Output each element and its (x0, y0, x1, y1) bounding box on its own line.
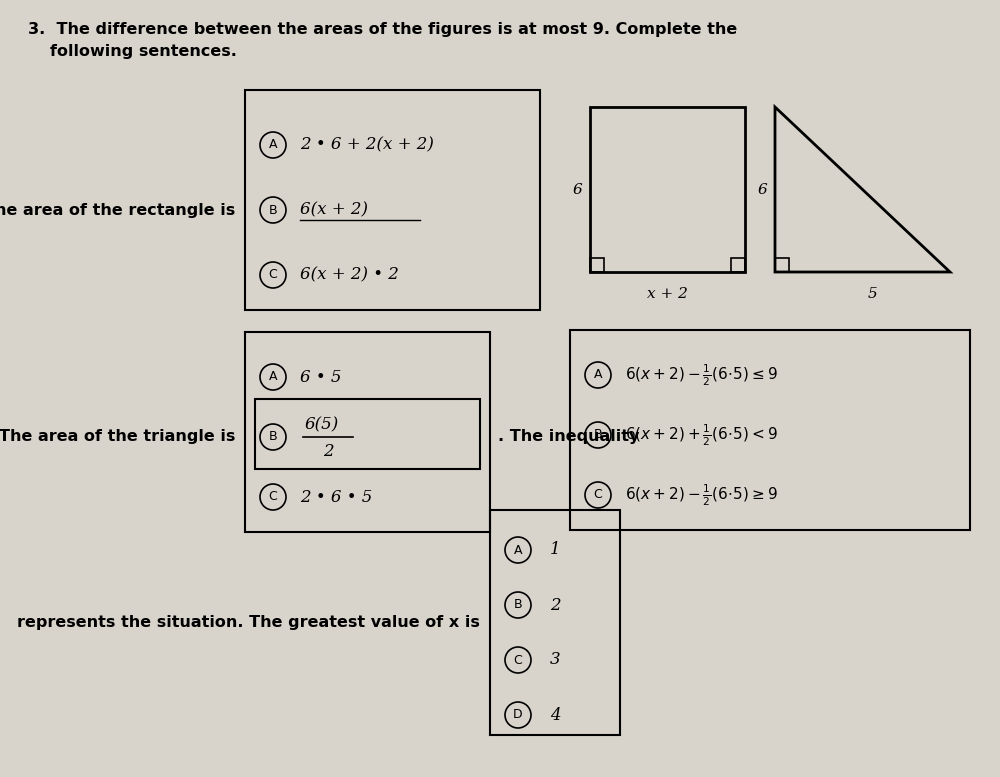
Text: $6(x+2)+\frac{1}{2}(6\!\cdot\!5)<9$: $6(x+2)+\frac{1}{2}(6\!\cdot\!5)<9$ (625, 422, 778, 448)
Text: C: C (269, 490, 277, 503)
Text: . The inequality: . The inequality (498, 430, 639, 444)
Text: C: C (514, 653, 522, 667)
Text: 3.  The difference between the areas of the figures is at most 9. Complete the: 3. The difference between the areas of t… (28, 22, 737, 37)
Text: 3: 3 (550, 651, 561, 668)
Bar (490, 510, 620, 735)
Text: B: B (514, 598, 522, 611)
Text: 2: 2 (323, 442, 333, 459)
Text: $6(x+2)-\frac{1}{2}(6\!\cdot\!5)\geq 9$: $6(x+2)-\frac{1}{2}(6\!\cdot\!5)\geq 9$ (625, 483, 778, 508)
Text: The area of the triangle is: The area of the triangle is (0, 430, 235, 444)
Text: 6(x + 2) • 2: 6(x + 2) • 2 (300, 267, 399, 284)
Bar (775, 258, 789, 272)
Text: The area of the rectangle is: The area of the rectangle is (0, 203, 235, 218)
Text: 4: 4 (550, 706, 561, 723)
Text: 6(x + 2): 6(x + 2) (300, 201, 368, 218)
Text: A: A (269, 138, 277, 152)
Text: 2 • 6 + 2(x + 2): 2 • 6 + 2(x + 2) (300, 137, 434, 154)
Bar (731, 258, 745, 272)
Text: 2 • 6 • 5: 2 • 6 • 5 (300, 489, 372, 506)
Text: 6(5): 6(5) (305, 416, 339, 434)
Text: B: B (594, 428, 602, 441)
Text: $6(x+2)-\frac{1}{2}(6\!\cdot\!5)\leq 9$: $6(x+2)-\frac{1}{2}(6\!\cdot\!5)\leq 9$ (625, 362, 778, 388)
Bar (590, 107, 745, 272)
Text: A: A (514, 543, 522, 556)
Text: D: D (513, 709, 523, 722)
Text: represents the situation. The greatest value of x is: represents the situation. The greatest v… (17, 615, 480, 630)
Text: following sentences.: following sentences. (50, 44, 237, 59)
Bar (245, 332, 490, 532)
Text: 1: 1 (550, 542, 561, 559)
Text: C: C (269, 269, 277, 281)
Bar (245, 90, 540, 310)
Text: x + 2: x + 2 (647, 287, 688, 301)
Text: 5: 5 (868, 287, 877, 301)
Text: A: A (594, 368, 602, 382)
Text: 6 • 5: 6 • 5 (300, 368, 342, 385)
Text: B: B (269, 204, 277, 217)
Text: B: B (269, 430, 277, 444)
Bar (570, 330, 970, 530)
Text: A: A (269, 371, 277, 384)
Text: 6: 6 (757, 183, 767, 197)
Text: 6: 6 (572, 183, 582, 197)
Bar (590, 258, 604, 272)
Text: 2: 2 (550, 597, 561, 614)
Bar (255, 399, 480, 469)
Text: C: C (594, 489, 602, 501)
